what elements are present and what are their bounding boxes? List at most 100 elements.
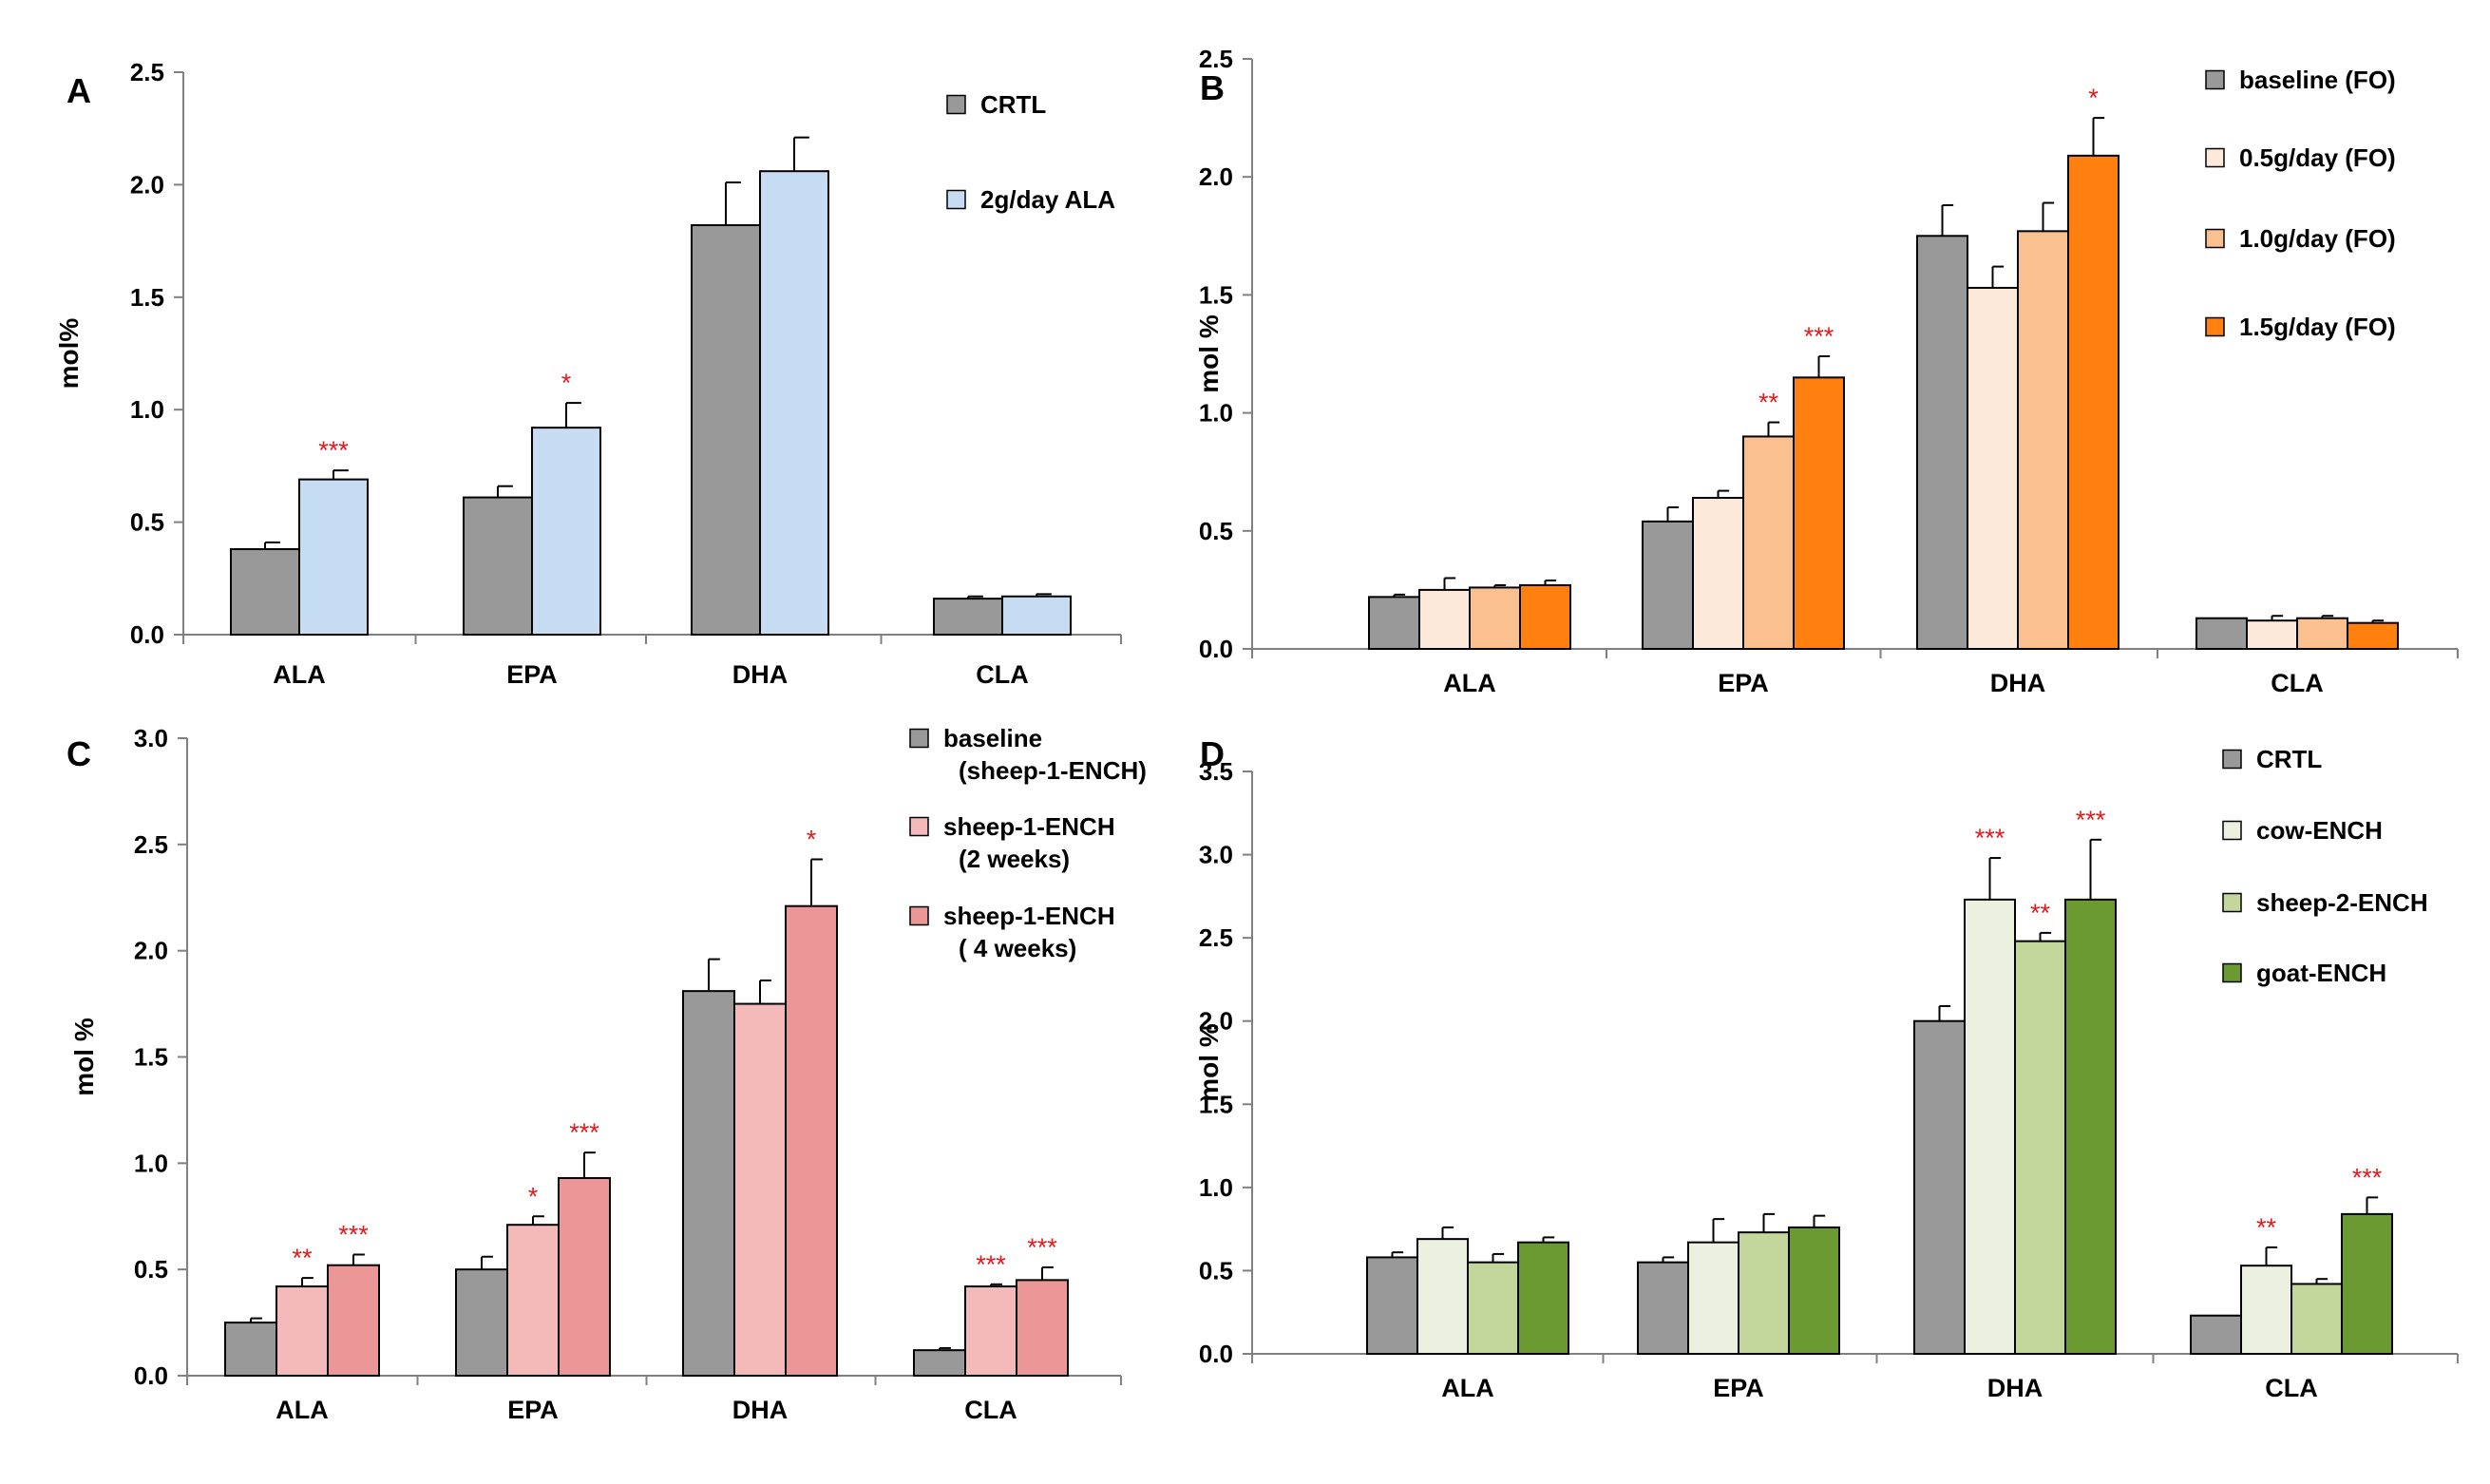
y-tick-label: 0.5 [130, 508, 164, 537]
bar-2g-day-ala-epa [531, 427, 601, 637]
legend-swatch-baseline-sheep-1-ench [909, 728, 929, 749]
category-label-cla: CLA [976, 660, 1029, 689]
category-label-dha: DHA [1987, 1374, 2043, 1402]
legend-swatch-1-0g-day-fo [2205, 228, 2225, 249]
bar-crtl-ala [230, 548, 300, 636]
bar-sheep-2-ench-epa [1738, 1231, 1790, 1356]
bar-cow-ench-dha [1964, 898, 2016, 1355]
legend-swatch-cow-ench [2222, 820, 2242, 841]
bar-crtl-epa [1637, 1261, 1689, 1355]
bar-crtl-epa [463, 496, 533, 636]
legend-label-0-5g-day-fo: 0.5g/day (FO) [2239, 143, 2396, 172]
significance-mark: * [561, 369, 572, 397]
legend-label-cow-ench: cow-ENCH [2256, 816, 2383, 845]
bar-sheep-1-ench-4-weeks-ala [327, 1264, 380, 1378]
legend-swatch-sheep-1-ench-4-weeks [909, 905, 929, 926]
legend-label-sheep-2-ench: sheep-2-ENCH [2256, 888, 2428, 917]
bar-baseline-sheep-1-ench-ala [224, 1322, 277, 1378]
y-tick-label: 2.5 [1199, 923, 1233, 952]
category-label-cla: CLA [2265, 1374, 2318, 1402]
legend-swatch-1-5g-day-fo [2205, 316, 2225, 337]
y-tick-label: 0.0 [1199, 635, 1233, 663]
legend-swatch-baseline-fo [2205, 69, 2225, 90]
category-label-epa: EPA [1718, 669, 1769, 697]
y-tick-label: 1.5 [1199, 1090, 1233, 1118]
bar-1-5g-day-fo-cla [2347, 621, 2399, 651]
y-tick-label: 0.0 [134, 1361, 168, 1390]
y-tick-label: 1.0 [130, 395, 164, 424]
y-tick-label: 1.0 [1199, 1173, 1233, 1202]
significance-mark: ** [1758, 389, 1779, 417]
legend-label-sheep-1-ench-4-weeks-0: sheep-1-ENCH [943, 902, 1115, 930]
y-tick-label: 0.0 [1199, 1340, 1233, 1368]
bar-baseline-fo-ala [1368, 596, 1420, 650]
legend-label-sheep-1-ench-4-weeks-1: ( 4 weeks) [959, 934, 1076, 962]
y-tick-label: 1.0 [1199, 399, 1233, 428]
significance-mark: *** [976, 1250, 1006, 1279]
category-label-epa: EPA [506, 660, 558, 689]
bar-sheep-1-ench-4-weeks-cla [1016, 1279, 1069, 1377]
bar-goat-ench-dha [2064, 898, 2117, 1355]
legend-label-goat-ench: goat-ENCH [2256, 959, 2386, 987]
legend-label-sheep-1-ench-2-weeks-0: sheep-1-ENCH [943, 812, 1115, 841]
significance-mark: ** [2030, 899, 2051, 927]
y-axis-label: mol % [1194, 1023, 1224, 1102]
significance-mark: *** [1975, 824, 2005, 852]
y-tick-label: 3.0 [1199, 841, 1233, 869]
panel-d: D 0.0 0.5 1.0 1.5 2.0 2.5 3.0 3.5 mol % ALA EPA DHA C… [1194, 734, 2459, 1402]
legend-swatch-goat-ench [2222, 962, 2242, 983]
significance-mark: * [528, 1182, 539, 1210]
category-label-ala: ALA [1443, 669, 1496, 697]
bar-cow-ench-cla [2240, 1265, 2292, 1356]
category-label-ala: ALA [276, 1396, 329, 1424]
bar-0-5g-day-fo-epa [1692, 497, 1744, 650]
bar-1-5g-day-fo-dha [2067, 154, 2119, 650]
y-tick-label: 0.5 [134, 1255, 168, 1284]
bar-sheep-1-ench-2-weeks-cla [964, 1285, 1017, 1378]
bar-1-5g-day-fo-ala [1519, 583, 1571, 651]
bar-2g-day-ala-cla [1001, 595, 1072, 637]
y-axis-label: mol % [1194, 314, 1224, 393]
bar-1-5g-day-fo-epa [1793, 376, 1845, 650]
bar-sheep-2-ench-dha [2014, 940, 2066, 1355]
bar-2g-day-ala-dha [759, 170, 829, 637]
y-tick-label: 0.5 [1199, 1256, 1233, 1284]
legend-swatch-crtl [946, 94, 966, 115]
panel-letter: A [67, 71, 91, 110]
y-axis-label: mol % [69, 1018, 99, 1096]
bar-0-5g-day-fo-cla [2246, 619, 2298, 651]
bar-1-0g-day-fo-cla [2296, 617, 2348, 651]
bar-crtl-dha [691, 224, 761, 637]
significance-mark: *** [2352, 1163, 2383, 1191]
bar-1-0g-day-fo-epa [1742, 435, 1795, 650]
category-label-cla: CLA [964, 1396, 1017, 1424]
legend-label-baseline-sheep-1-ench-0: baseline [943, 724, 1042, 752]
legend-label-2g-day-ala: 2g/day ALA [980, 185, 1115, 214]
significance-mark: *** [1804, 322, 1834, 351]
bar-2g-day-ala-ala [298, 478, 369, 636]
y-tick-label: 1.5 [130, 283, 164, 312]
panel-letter: B [1200, 68, 1225, 107]
legend-swatch-2g-day-ala [946, 189, 966, 210]
significance-mark: ** [292, 1244, 313, 1272]
y-tick-label: 2.0 [130, 170, 164, 199]
significance-mark: *** [318, 436, 349, 465]
y-tick-label: 2.5 [130, 58, 164, 86]
bar-goat-ench-cla [2341, 1212, 2393, 1355]
category-label-epa: EPA [507, 1396, 559, 1424]
legend-label-sheep-1-ench-2-weeks-1: (2 weeks) [959, 845, 1070, 873]
y-tick-label: 1.5 [1199, 280, 1233, 309]
y-tick-label: 2.0 [134, 937, 168, 965]
y-tick-label: 2.0 [1199, 162, 1233, 191]
bar-baseline-sheep-1-ench-epa [455, 1268, 508, 1377]
bar-0-5g-day-fo-ala [1418, 588, 1471, 651]
bar-goat-ench-epa [1788, 1226, 1840, 1356]
bar-baseline-fo-epa [1642, 520, 1694, 651]
panel-letter: D [1200, 734, 1225, 773]
bar-sheep-1-ench-2-weeks-dha [733, 1002, 787, 1378]
bar-sheep-1-ench-2-weeks-epa [506, 1224, 560, 1377]
y-tick-label: 2.5 [1199, 45, 1233, 73]
bar-baseline-sheep-1-ench-dha [682, 990, 735, 1377]
significance-mark: * [807, 825, 817, 853]
